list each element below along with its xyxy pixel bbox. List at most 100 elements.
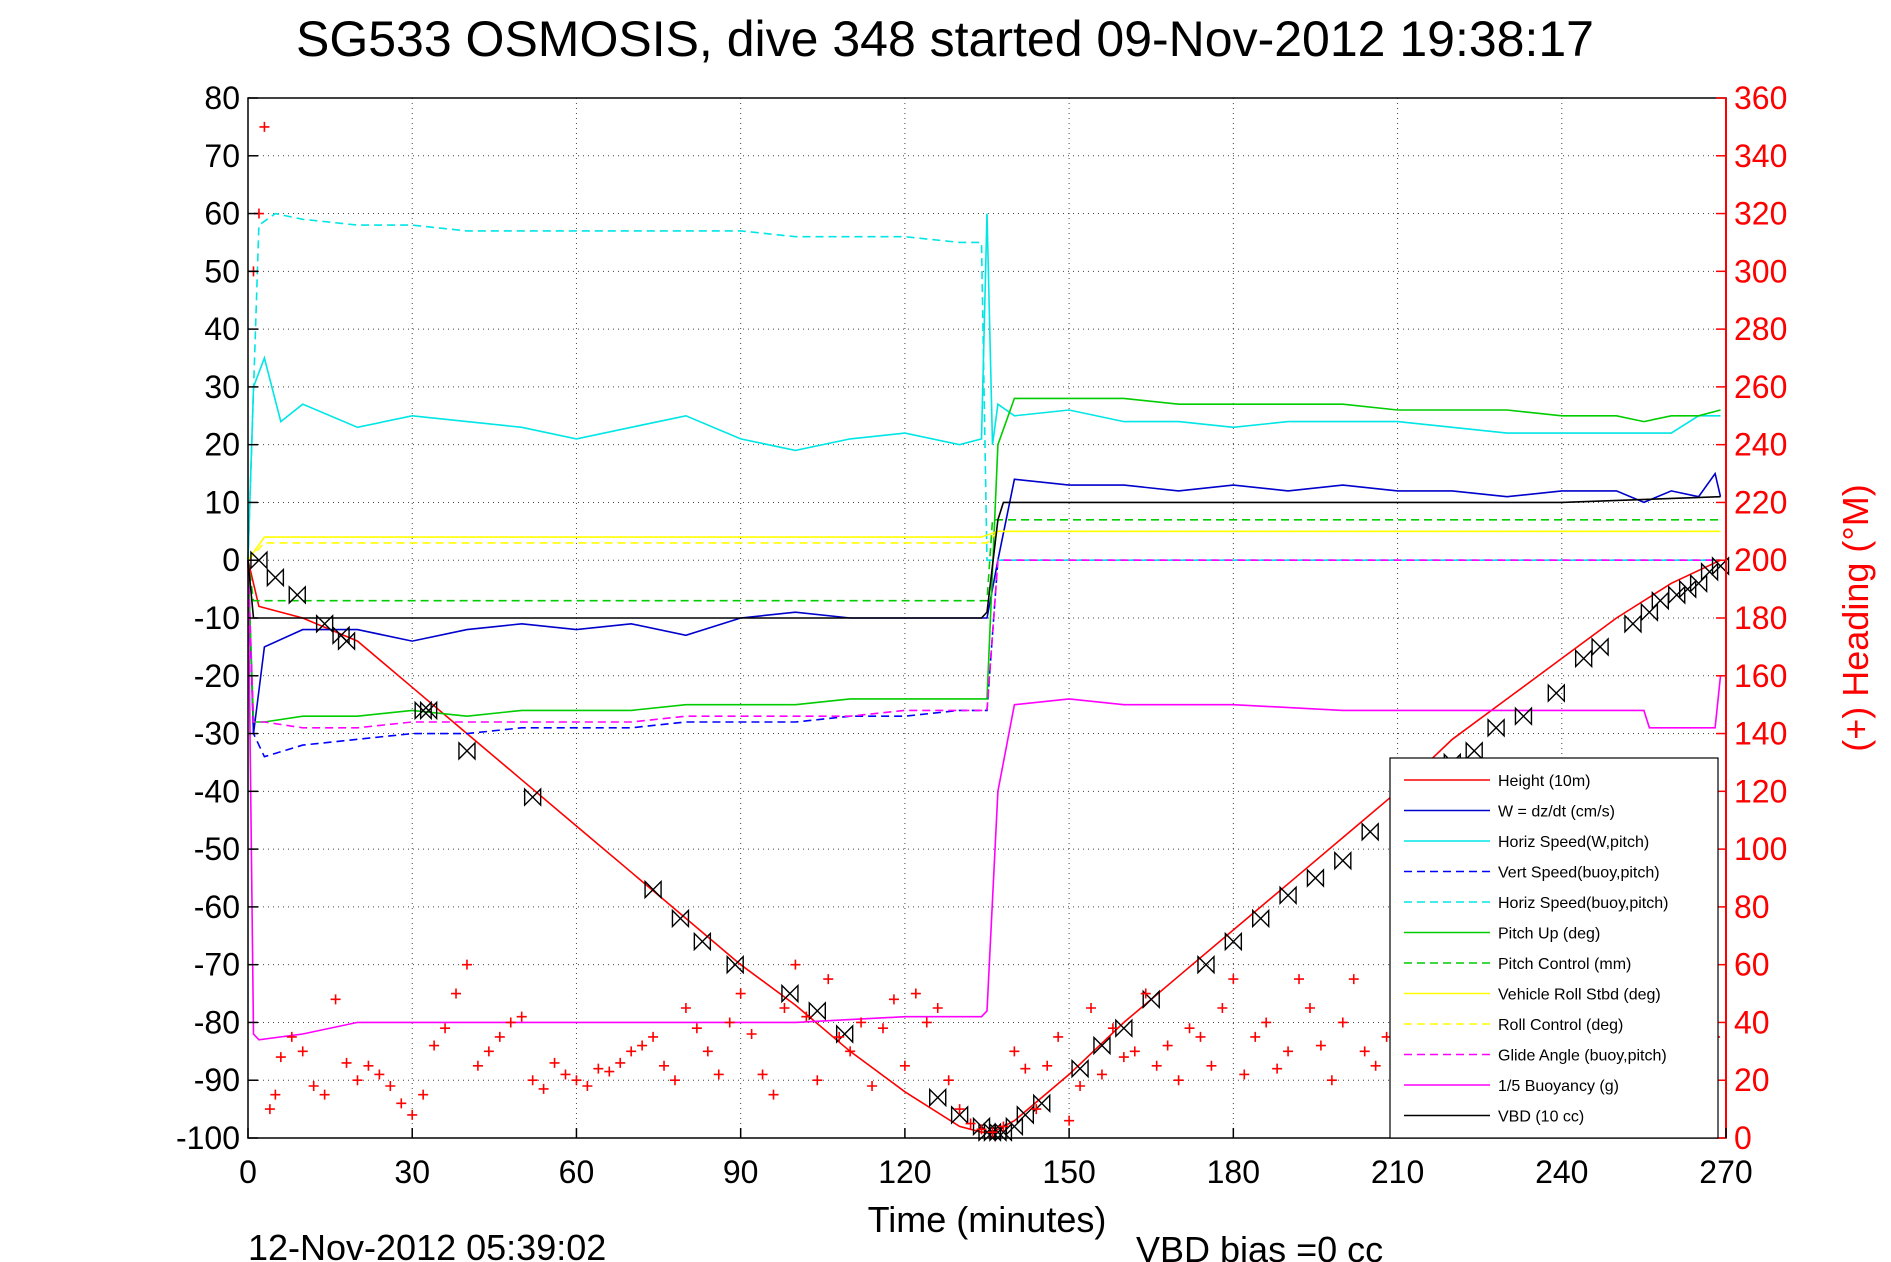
heading-marker	[259, 121, 270, 132]
dive-marker	[726, 954, 744, 975]
x-axis: 0 30 60 90 120 150 180 210 240 270	[239, 1128, 1753, 1190]
dive-marker	[1514, 706, 1533, 726]
heading-marker	[1020, 1063, 1031, 1074]
series-line	[247, 559, 1721, 758]
y2-tick-label: 340	[1734, 138, 1787, 174]
y-tick-label: -80	[194, 1004, 240, 1040]
heading-marker	[1294, 974, 1305, 985]
heading-marker	[319, 1089, 330, 1100]
dive-marker	[458, 741, 476, 761]
dive-marker	[1487, 718, 1505, 738]
dive-marker	[419, 700, 438, 721]
heading-marker	[451, 988, 462, 999]
heading-marker	[1075, 1081, 1086, 1091]
series-line	[247, 495, 1721, 619]
heading-marker	[1184, 1023, 1195, 1034]
heading-marker	[1195, 1031, 1206, 1042]
dive-marker	[781, 983, 799, 1004]
heading-marker	[1151, 1060, 1162, 1071]
legend-label: Roll Control (deg)	[1498, 1017, 1623, 1034]
dive-marker	[950, 1105, 969, 1125]
series-line	[247, 560, 1722, 1041]
legend-label: Glide Angle (buoy,pitch)	[1498, 1048, 1667, 1065]
dive-marker	[644, 879, 662, 900]
legend-label: Horiz Speed(buoy,pitch)	[1498, 895, 1668, 912]
y2-tick-label: 240	[1734, 427, 1787, 463]
dive-marker	[250, 550, 268, 570]
x-tick-label: 30	[394, 1154, 430, 1190]
y-tick-label: -100	[176, 1120, 240, 1156]
heading-marker	[856, 1017, 867, 1028]
dive-marker	[1279, 885, 1297, 906]
heading-marker	[1370, 1060, 1381, 1071]
heading-marker	[834, 1031, 845, 1042]
heading-marker	[1162, 1040, 1173, 1051]
heading-marker	[341, 1057, 352, 1068]
legend-label: 1/5 Buoyancy (g)	[1498, 1078, 1619, 1095]
heading-marker	[921, 1017, 932, 1028]
y2-tick-label: 220	[1734, 484, 1787, 520]
dive-marker	[1252, 908, 1270, 929]
heading-marker	[899, 1060, 910, 1071]
y2-tick-label: 300	[1734, 253, 1787, 289]
heading-marker	[1118, 1052, 1129, 1063]
y2-tick-label: 360	[1734, 80, 1787, 116]
dive-marker	[288, 585, 306, 605]
heading-marker	[286, 1031, 297, 1042]
x-tick-label: 180	[1207, 1154, 1260, 1190]
chart-title: SG533 OSMOSIS, dive 348 started 09-Nov-2…	[296, 11, 1594, 67]
dive-marker	[929, 1087, 947, 1108]
dive-marker	[266, 567, 285, 588]
heading-marker	[724, 1017, 735, 1028]
heading-marker	[1283, 1046, 1294, 1057]
y-tick-label: -30	[194, 716, 240, 752]
y-tick-label: -50	[194, 831, 240, 867]
heading-marker	[932, 1003, 943, 1013]
dive-marker	[337, 631, 356, 651]
heading-marker	[1250, 1031, 1261, 1042]
heading-marker	[363, 1060, 374, 1071]
heading-marker	[264, 1104, 275, 1115]
y-tick-label: -10	[194, 600, 240, 636]
y2-tick-label: 140	[1734, 716, 1787, 752]
y-tick-label: 20	[204, 427, 240, 463]
heading-marker	[735, 988, 746, 999]
heading-marker	[943, 1075, 954, 1086]
heading-marker	[965, 1118, 976, 1129]
heading-marker	[527, 1075, 538, 1086]
dive-marker	[693, 931, 712, 952]
y-tick-label: 80	[204, 80, 240, 116]
heading-marker	[790, 959, 801, 970]
legend: Height (10m) W = dz/dt (cm/s) Horiz Speed(…	[1389, 757, 1719, 1139]
series-line	[247, 212, 1721, 562]
heading-marker	[505, 1017, 516, 1028]
x-tick-label: 120	[878, 1154, 931, 1190]
x-tick-label: 150	[1042, 1154, 1095, 1190]
heading-marker	[1009, 1046, 1020, 1057]
dive-marker	[1115, 1018, 1133, 1038]
footer-vbd-bias: VBD bias =0 cc	[1136, 1229, 1383, 1262]
heading-marker	[877, 1023, 888, 1034]
y-tick-label: -40	[194, 773, 240, 809]
heading-marker	[396, 1098, 407, 1109]
heading-marker	[888, 994, 899, 1005]
dive-marker	[1711, 556, 1730, 576]
heading-marker	[1315, 1040, 1326, 1051]
heading-marker	[560, 1069, 571, 1080]
y2-tick-label: 40	[1734, 1004, 1770, 1040]
heading-marker	[691, 1023, 702, 1034]
dive-markers-layer	[250, 550, 1730, 1142]
x-tick-label: 60	[559, 1154, 595, 1190]
dive-marker	[1093, 1035, 1111, 1056]
heading-marker	[954, 1104, 965, 1115]
heading-marker	[823, 974, 834, 985]
dive-marker	[1033, 1093, 1051, 1114]
dive-marker	[671, 908, 690, 929]
dive-marker	[1224, 931, 1243, 952]
x-tick-label: 270	[1699, 1154, 1752, 1190]
legend-label: W = dz/dt (cm/s)	[1498, 804, 1615, 821]
y-tick-label: 10	[204, 484, 240, 520]
heading-marker	[472, 1060, 483, 1071]
footer-date: 12-Nov-2012 05:39:02	[248, 1227, 606, 1262]
